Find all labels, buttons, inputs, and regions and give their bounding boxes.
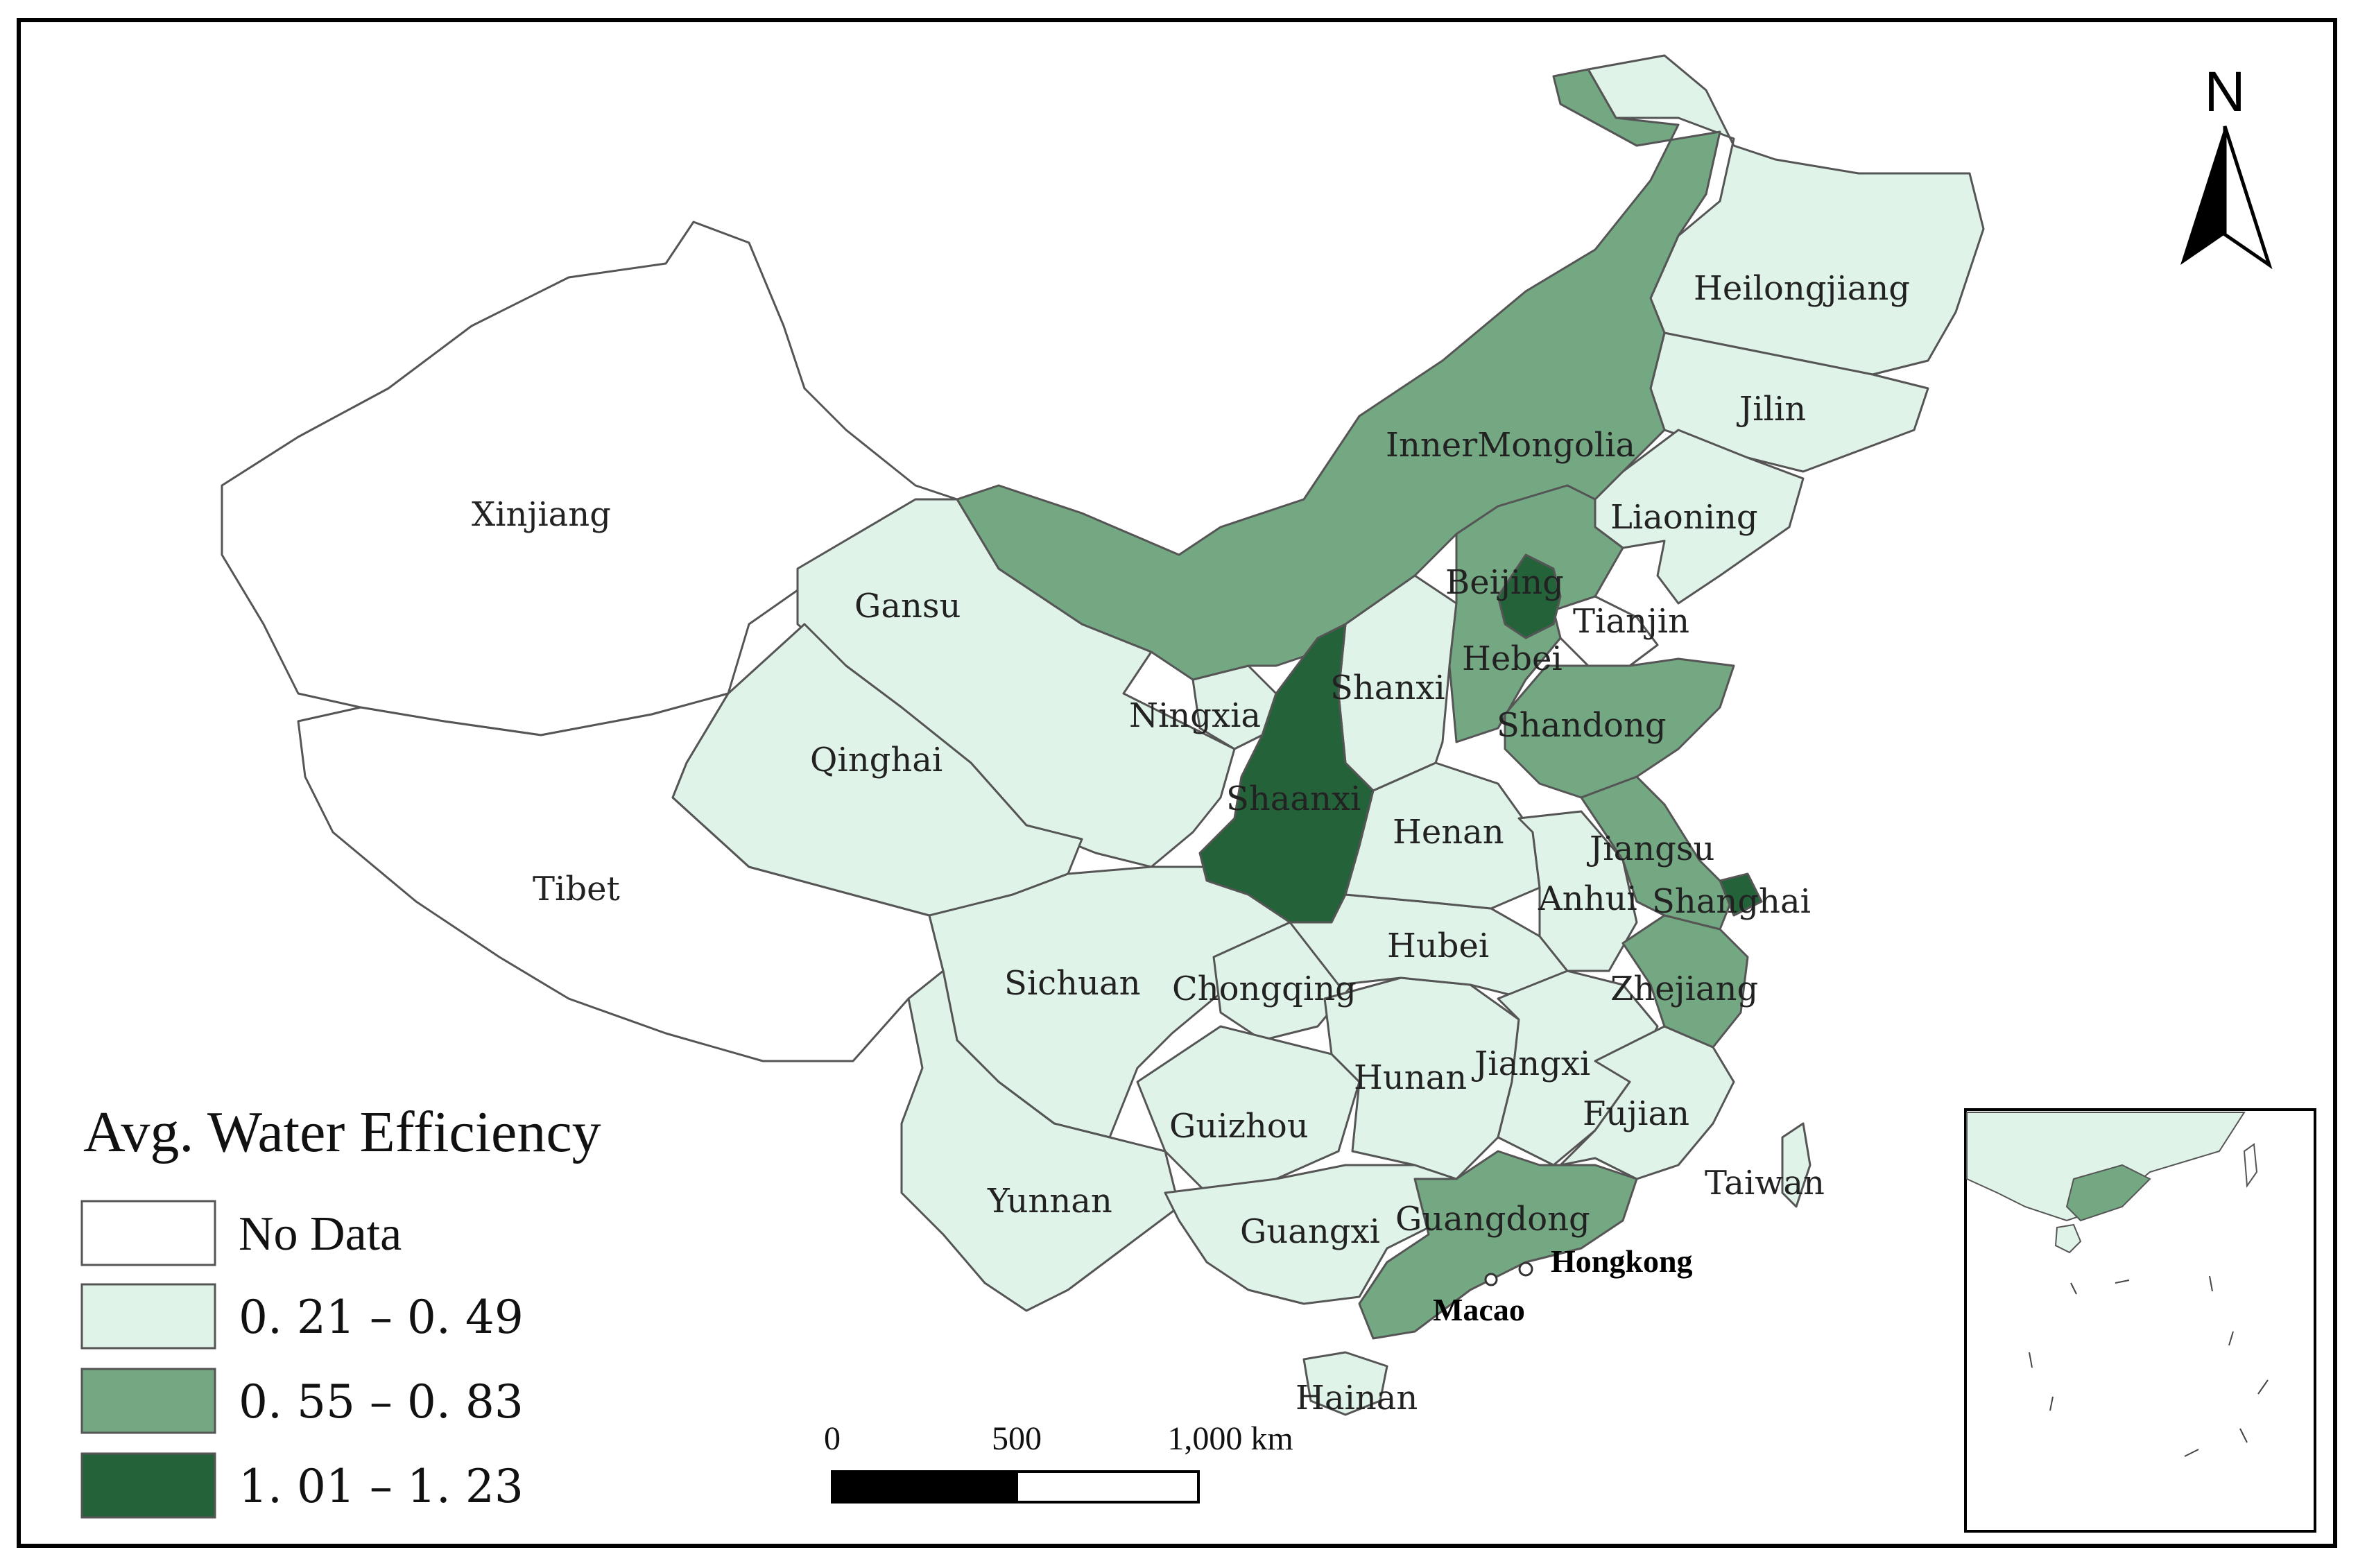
label-liaoning: Liaoning xyxy=(1610,498,1758,537)
north-arrow-left-half-icon xyxy=(2180,126,2225,265)
label-anhui: Anhui xyxy=(1538,879,1637,918)
region-tianjin xyxy=(1552,595,1659,667)
label-heilongjiang: Heilongjiang xyxy=(1694,269,1910,308)
legend-swatch-high xyxy=(80,1452,216,1519)
label-hunan: Hunan xyxy=(1354,1058,1467,1097)
inset-hainan xyxy=(2054,1223,2082,1254)
legend-swatch-no-data xyxy=(80,1200,216,1266)
legend-swatch-medium xyxy=(80,1368,216,1434)
scale-tick-500: 500 xyxy=(992,1420,1042,1457)
region-taiwan xyxy=(1781,1122,1811,1208)
label-sichuan: Sichuan xyxy=(1004,964,1140,1003)
legend: Avg. Water Efficiency No Data 0. 21 – 0.… xyxy=(80,1100,601,1519)
label-jilin: Jilin xyxy=(1736,390,1806,429)
macao-marker xyxy=(1484,1273,1498,1286)
label-qinghai: Qinghai xyxy=(810,741,943,779)
north-arrow: N xyxy=(2180,60,2273,270)
region-xinjiang xyxy=(221,221,958,736)
label-shaanxi: Shaanxi xyxy=(1226,779,1361,818)
label-inner-mongolia: InnerMongolia xyxy=(1386,426,1635,465)
label-tibet: Tibet xyxy=(533,870,620,908)
label-shanghai: Shanghai xyxy=(1652,882,1811,921)
region-guizhou xyxy=(1136,1025,1361,1194)
label-tianjin: Tianjin xyxy=(1573,602,1689,641)
legend-label-low: 0. 21 – 0. 49 xyxy=(239,1291,524,1344)
legend-label-medium: 0. 55 – 0. 83 xyxy=(239,1375,524,1429)
region-shandong xyxy=(1504,657,1735,799)
label-jiangsu: Jiangsu xyxy=(1586,829,1714,868)
region-jiangsu xyxy=(1580,775,1735,931)
north-arrow-label: N xyxy=(2204,60,2245,123)
region-guangxi xyxy=(1164,1164,1458,1305)
label-guangdong: Guangdong xyxy=(1395,1200,1590,1239)
label-hebei: Hebei xyxy=(1462,639,1563,678)
label-henan: Henan xyxy=(1393,813,1504,852)
legend-label-high: 1. 01 – 1. 23 xyxy=(239,1460,524,1513)
scale-bar: 0 500 1,000 km xyxy=(824,1420,1293,1504)
label-shandong: Shandong xyxy=(1497,706,1667,745)
label-gansu: Gansu xyxy=(854,587,961,626)
label-guangxi: Guangxi xyxy=(1240,1212,1380,1251)
region-beijing xyxy=(1497,553,1562,639)
region-inner-mongolia xyxy=(956,68,1721,681)
region-hainan xyxy=(1302,1351,1388,1416)
label-hainan: Hainan xyxy=(1296,1379,1418,1418)
label-taiwan: Taiwan xyxy=(1705,1164,1825,1203)
region-guangdong xyxy=(1358,1150,1638,1340)
label-macao: Macao xyxy=(1433,1292,1525,1327)
legend-swatch-low xyxy=(80,1283,216,1350)
region-zhejiang xyxy=(1621,914,1749,1049)
label-ningxia: Ningxia xyxy=(1129,696,1261,735)
inset-map xyxy=(1964,1108,2316,1533)
inset-guangdong xyxy=(2065,1164,2151,1222)
scale-bar-white-segment xyxy=(1015,1470,1200,1504)
hongkong-marker xyxy=(1518,1261,1533,1277)
legend-title: Avg. Water Efficiency xyxy=(83,1100,601,1164)
region-shaanxi xyxy=(1198,623,1375,924)
label-fujian: Fujian xyxy=(1583,1094,1689,1133)
label-guizhou: Guizhou xyxy=(1169,1107,1309,1146)
inset-nine-dash-line xyxy=(2029,1275,2269,1457)
inset-taiwan xyxy=(2243,1143,2258,1188)
label-chongqing: Chongqing xyxy=(1172,970,1357,1008)
label-xinjiang: Xinjiang xyxy=(472,495,611,534)
region-shanghai xyxy=(1719,872,1763,917)
label-yunnan: Yunnan xyxy=(987,1182,1112,1221)
north-arrow-right-half-icon xyxy=(2223,126,2273,270)
scale-tick-1000: 1,000 km xyxy=(1167,1420,1293,1457)
legend-label-no-data: No Data xyxy=(239,1207,402,1261)
label-zhejiang: Zhejiang xyxy=(1610,970,1758,1008)
label-hongkong: Hongkong xyxy=(1551,1243,1693,1279)
label-shanxi: Shanxi xyxy=(1330,669,1445,707)
label-beijing: Beijing xyxy=(1445,563,1564,602)
region-anhui xyxy=(1517,810,1638,972)
region-yunnan xyxy=(900,970,1180,1312)
label-jiangxi: Jiangxi xyxy=(1471,1044,1590,1083)
scale-bar-black-segment xyxy=(831,1470,1018,1504)
scale-tick-0: 0 xyxy=(824,1420,841,1457)
label-hubei: Hubei xyxy=(1387,927,1489,965)
